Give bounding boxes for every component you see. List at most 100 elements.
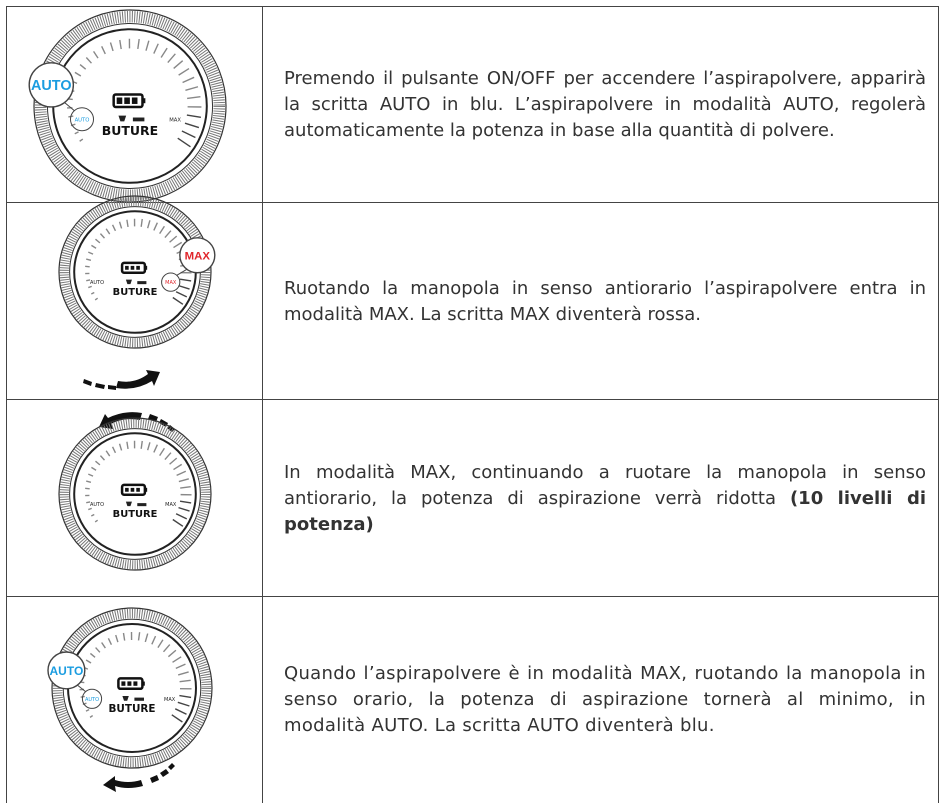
description: Premendo il pulsante ON/OFF per accender…: [284, 67, 926, 141]
power-tick: [88, 473, 94, 477]
power-tick: [159, 225, 165, 235]
battery-tip: [144, 487, 148, 492]
power-tick: [174, 708, 187, 715]
power-tick: [145, 40, 150, 51]
power-tick: [86, 480, 92, 484]
power-tick: [119, 39, 122, 50]
battery-cell: [125, 487, 129, 492]
callout-circle: [47, 651, 86, 690]
text-cell: Premendo il pulsante ON/OFF per accender…: [284, 6, 926, 203]
power-tick: [169, 457, 178, 465]
inner-edge: [69, 428, 201, 560]
max-label: MAX: [165, 502, 177, 508]
brush-icon: [122, 696, 129, 701]
power-tick: [91, 244, 97, 249]
power-tick: [144, 633, 149, 643]
power-tick: [101, 46, 106, 55]
power-tick: [153, 222, 158, 231]
power-tick: [94, 519, 99, 523]
dial-illustrations: AUTO MAX BUTURE AUTO AUTO MAX BUTURE MAX AUTO MAX…: [28, 9, 227, 792]
power-tick: [90, 513, 95, 517]
max-label: MAX: [164, 697, 176, 703]
outer-edge: [58, 417, 212, 571]
callout-circle: [28, 62, 75, 108]
battery-tip: [142, 98, 146, 104]
battery-cell: [130, 487, 135, 492]
column-divider: [262, 6, 263, 803]
power-tick: [118, 221, 123, 229]
power-tick: [137, 632, 141, 641]
small-highlight: [69, 107, 95, 132]
knurl-ring: [59, 418, 211, 570]
power-tick: [89, 652, 96, 658]
power-tick: [171, 714, 183, 723]
battery-cell: [125, 265, 129, 270]
power-tick: [107, 637, 113, 645]
power-tick: [182, 76, 195, 84]
power-tick: [179, 500, 192, 504]
text-cell: Quando l’aspirapolvere è in modalità MAX…: [284, 597, 926, 803]
power-tick: [153, 444, 158, 453]
power-tick: [180, 485, 191, 489]
power-tick: [184, 122, 200, 129]
power-tick: [167, 649, 177, 658]
power-tick: [74, 71, 82, 77]
auto-label: AUTO: [90, 280, 104, 286]
power-tick: [178, 284, 190, 290]
battery-tip: [144, 265, 148, 270]
power-tick: [86, 501, 91, 504]
callout-link: [64, 102, 75, 111]
power-tick: [85, 708, 90, 712]
power-tick: [175, 291, 188, 298]
brand: BUTURE: [113, 509, 158, 520]
power-tick: [185, 86, 199, 91]
power-tick: [175, 513, 188, 520]
power-tick: [169, 235, 178, 243]
power-tick: [178, 506, 190, 512]
row-divider: [6, 399, 939, 400]
power-tick: [167, 53, 176, 63]
small-highlight: [161, 272, 181, 292]
callout-link: [77, 684, 86, 692]
text-cell: Ruotando la manopola in senso antiorario…: [284, 203, 926, 400]
battery-cell: [124, 97, 130, 104]
power-tick: [172, 656, 182, 663]
power-tick: [126, 441, 129, 450]
power-tick: [86, 279, 91, 282]
power-tick: [109, 42, 114, 52]
power-tick: [153, 43, 159, 54]
knurl-ring: [59, 196, 211, 348]
power-tick: [177, 137, 191, 148]
power-tick: [85, 659, 92, 664]
battery-cell: [130, 265, 135, 270]
power-tick: [140, 440, 143, 449]
power-tick: [99, 455, 106, 461]
power-tick: [173, 463, 183, 471]
power-tick: [115, 634, 119, 643]
power-tick: [79, 138, 84, 142]
power-tick: [88, 251, 94, 255]
power-tick: [91, 466, 97, 471]
power-tick: [172, 296, 184, 305]
power-tick: [122, 632, 126, 641]
text-cell: In modalità MAX, continuando a ruotare l…: [284, 400, 926, 597]
power-tick: [176, 470, 187, 477]
power-tick: [177, 671, 189, 676]
power-tick: [74, 131, 79, 135]
power-tick: [164, 452, 172, 461]
max-label: MAX: [165, 280, 177, 286]
power-tick: [179, 679, 191, 683]
table-frame: [6, 6, 939, 803]
power-tick: [140, 218, 143, 227]
floor-icon: [134, 697, 144, 701]
power-tick: [177, 701, 190, 707]
rotate-arrow: [83, 370, 160, 390]
power-tick: [105, 228, 111, 235]
knurl-ring: [34, 10, 226, 202]
power-tick: [92, 50, 99, 59]
power-tick: [94, 297, 99, 301]
power-tick: [86, 258, 92, 262]
battery-cell: [131, 97, 138, 104]
callout-label: MAX: [185, 250, 211, 262]
brand: BUTURE: [109, 703, 156, 715]
